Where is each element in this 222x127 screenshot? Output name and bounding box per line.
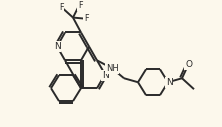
- Text: N: N: [166, 78, 172, 87]
- Text: O: O: [186, 60, 192, 69]
- Text: N: N: [54, 42, 60, 51]
- Text: F: F: [84, 14, 88, 23]
- Text: NH: NH: [106, 64, 118, 73]
- Text: N: N: [102, 71, 108, 80]
- Text: F: F: [59, 3, 63, 12]
- Text: F: F: [78, 1, 82, 10]
